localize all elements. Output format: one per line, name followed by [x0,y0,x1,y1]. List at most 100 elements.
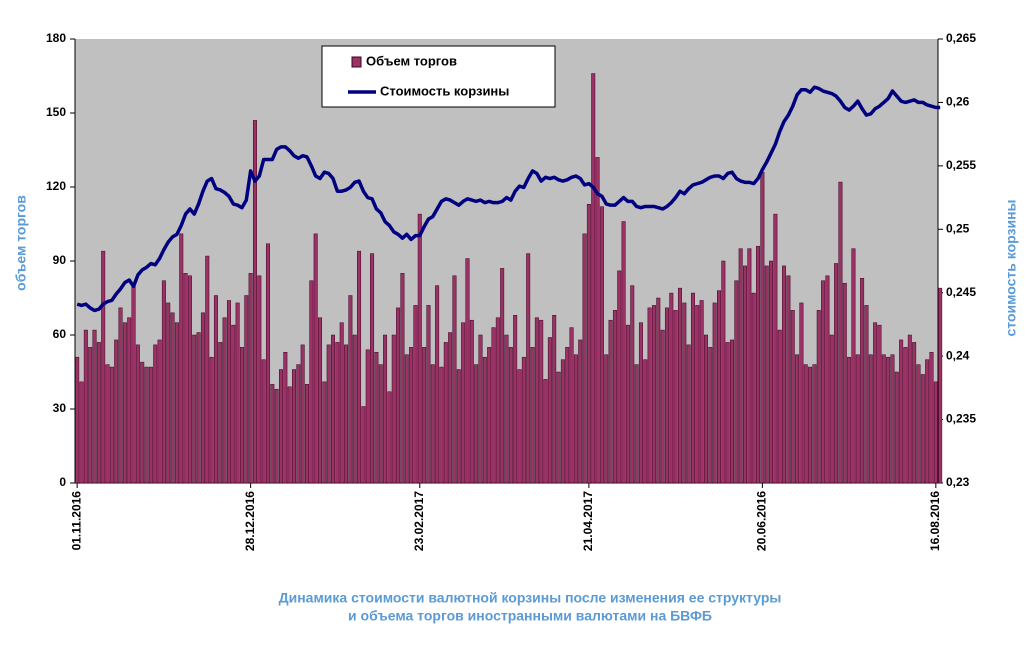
bar [782,265,787,484]
bar [513,315,518,484]
bar [448,332,453,484]
bar [92,329,97,484]
bar [430,364,435,484]
bar [200,312,205,484]
bar [799,302,804,484]
bar [157,339,162,484]
bar [586,204,591,484]
bar [907,334,912,484]
bar [174,322,179,484]
bar [894,371,899,484]
bar [573,354,578,484]
bar [721,260,726,484]
bar [795,354,800,484]
bar [287,386,292,484]
bar [903,347,908,484]
bar [704,334,708,484]
bar [348,295,353,484]
bar [547,337,552,484]
y2-tick-label: 0,255 [946,158,976,172]
bar [131,285,136,484]
bar [274,389,279,484]
bar [890,354,895,484]
bar [378,364,383,484]
bar [226,300,231,484]
y2-tick-label: 0,265 [946,31,976,45]
bar [868,354,873,484]
bar [305,384,309,484]
bar [625,324,630,484]
bar [521,356,526,484]
bar [118,307,123,484]
bar [309,280,314,484]
bar [834,263,839,484]
bar [413,305,418,484]
bar [109,366,114,484]
bar [140,361,145,484]
bar [352,334,357,484]
bar [617,270,622,484]
bar [135,344,140,484]
bar [886,356,891,484]
bar [747,248,752,484]
bar [456,369,461,484]
bar [261,359,266,484]
bar [786,275,791,484]
y-tick-label: 120 [46,179,66,193]
bar [283,352,288,484]
bar [612,310,617,484]
bar [508,347,513,484]
bar [851,248,856,484]
bar [270,384,275,484]
legend-label: Стоимость корзины [380,83,509,98]
bar [452,275,457,484]
bar [760,171,765,484]
bar [387,391,392,484]
bar [864,305,869,484]
bar [265,243,270,484]
y2-tick-label: 0,26 [946,95,970,109]
line [76,85,941,313]
bar [738,248,743,484]
bar [730,339,734,484]
bar [912,342,917,484]
bar [292,369,296,484]
bar [409,347,414,484]
bar [279,369,283,484]
bar [222,317,227,484]
y-tick-label: 90 [53,253,67,267]
bar [122,322,127,484]
bar [426,305,431,484]
bar [439,366,444,484]
bar [244,295,249,484]
bar [877,324,882,484]
bar [582,233,587,484]
bar [170,312,175,484]
y-tick-label: 150 [46,105,66,119]
bar [925,359,930,484]
y2-tick-label: 0,23 [946,475,970,489]
bar [526,253,531,484]
bar [565,347,570,484]
y2-tick-label: 0,235 [946,412,976,426]
bar [929,352,934,484]
bar [621,221,626,484]
bar [855,354,860,484]
bar [365,349,370,484]
bar [205,255,210,484]
bar [252,120,257,484]
bar [660,329,665,484]
bar [734,280,739,484]
bar [478,334,483,484]
bar [218,342,223,484]
bar [495,317,500,484]
bar [699,300,704,484]
bar [634,364,639,484]
bar [847,356,852,484]
bar [88,347,93,484]
bar [643,359,648,484]
bar [344,344,349,484]
bar [313,233,318,484]
bar [842,282,847,484]
bar [127,317,132,484]
